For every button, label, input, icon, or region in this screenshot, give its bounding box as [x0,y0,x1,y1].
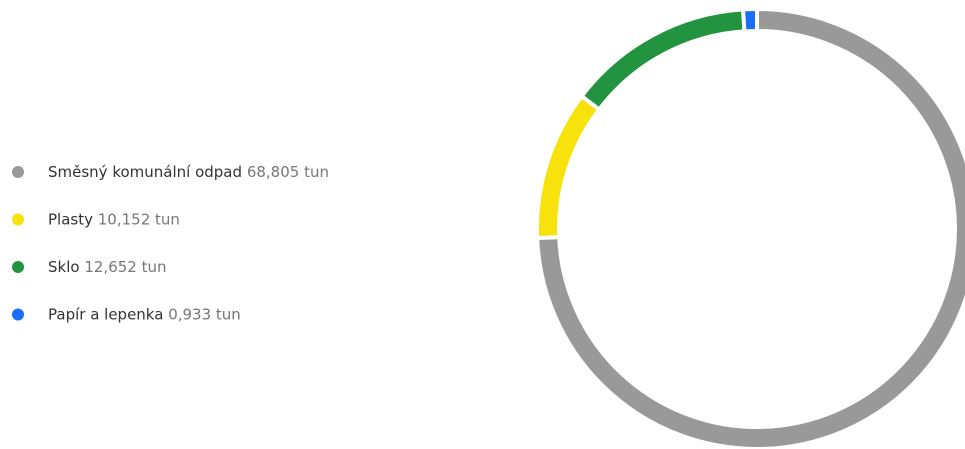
legend-name: Papír a lepenka [48,305,163,323]
legend-marker [12,261,24,273]
legend-name: Směsný komunální odpad [48,163,242,181]
legend-entry: Směsný komunální odpad 68,805 tun [48,163,329,181]
legend-marker [12,308,24,321]
legend-entry: Papír a lepenka 0,933 tun [48,305,241,323]
donut-segment [535,6,965,449]
legend-value: 10,152 tun [98,210,180,228]
legend-entry: Plasty 10,152 tun [48,210,180,228]
donut-segment [535,93,602,241]
legend-value: 68,805 tun [247,163,329,181]
legend-marker [12,166,24,178]
legend-value: 0,933 tun [168,305,241,323]
donut-segment [740,6,759,34]
donut-segment [578,7,747,113]
legend-name: Sklo [48,258,80,276]
legend-name: Plasty [48,210,93,228]
legend-value: 12,652 tun [84,258,166,276]
legend-marker [12,213,24,226]
legend-entry: Sklo 12,652 tun [48,258,167,276]
